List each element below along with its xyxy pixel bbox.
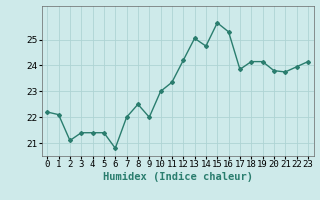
X-axis label: Humidex (Indice chaleur): Humidex (Indice chaleur) xyxy=(103,172,252,182)
